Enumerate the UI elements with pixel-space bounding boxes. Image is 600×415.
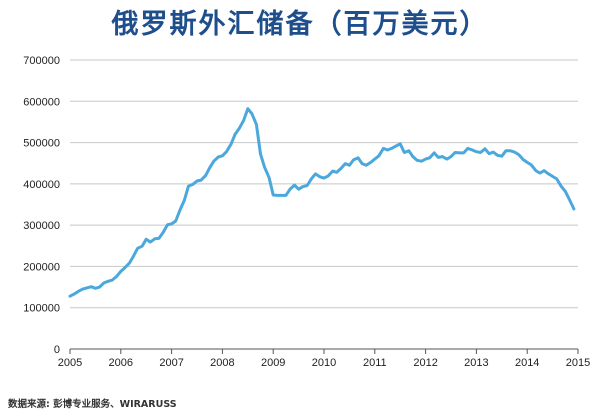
x-tick-label: 2013 [464, 357, 488, 369]
x-tick-label: 2007 [159, 357, 183, 369]
source-note: 数据来源: 彭博专业服务、WIRARUSS [8, 399, 177, 410]
x-tick-label: 2005 [58, 357, 82, 369]
y-tick-label: 0 [54, 344, 60, 356]
x-tick-label: 2014 [515, 357, 539, 369]
y-tick-label: 600000 [23, 96, 60, 108]
reserves-series-line [68, 107, 576, 298]
x-tick-label: 2015 [566, 357, 590, 369]
y-tick-label: 300000 [23, 220, 60, 232]
x-tick-label: 2010 [312, 357, 336, 369]
x-tick-label: 2006 [109, 357, 133, 369]
chart-title: 俄罗斯外汇储备（百万美元） [111, 9, 489, 40]
y-tick-label: 400000 [23, 179, 60, 191]
y-tick-label: 200000 [23, 261, 60, 273]
gridlines [70, 59, 578, 309]
y-tick-label: 100000 [23, 303, 60, 315]
y-axis: 0 100000 200000 300000 400000 500000 600000 700… [23, 55, 60, 356]
x-axis: 2005 2006 2007 2008 2009 2010 2011 2012 2013 2014… [58, 349, 590, 369]
y-tick-label: 500000 [23, 138, 60, 150]
x-tick-label: 2012 [413, 357, 437, 369]
x-tick-label: 2011 [363, 357, 387, 369]
x-tick-label: 2008 [210, 357, 234, 369]
y-tick-label: 700000 [23, 55, 60, 67]
x-tick-label: 2009 [261, 357, 285, 369]
